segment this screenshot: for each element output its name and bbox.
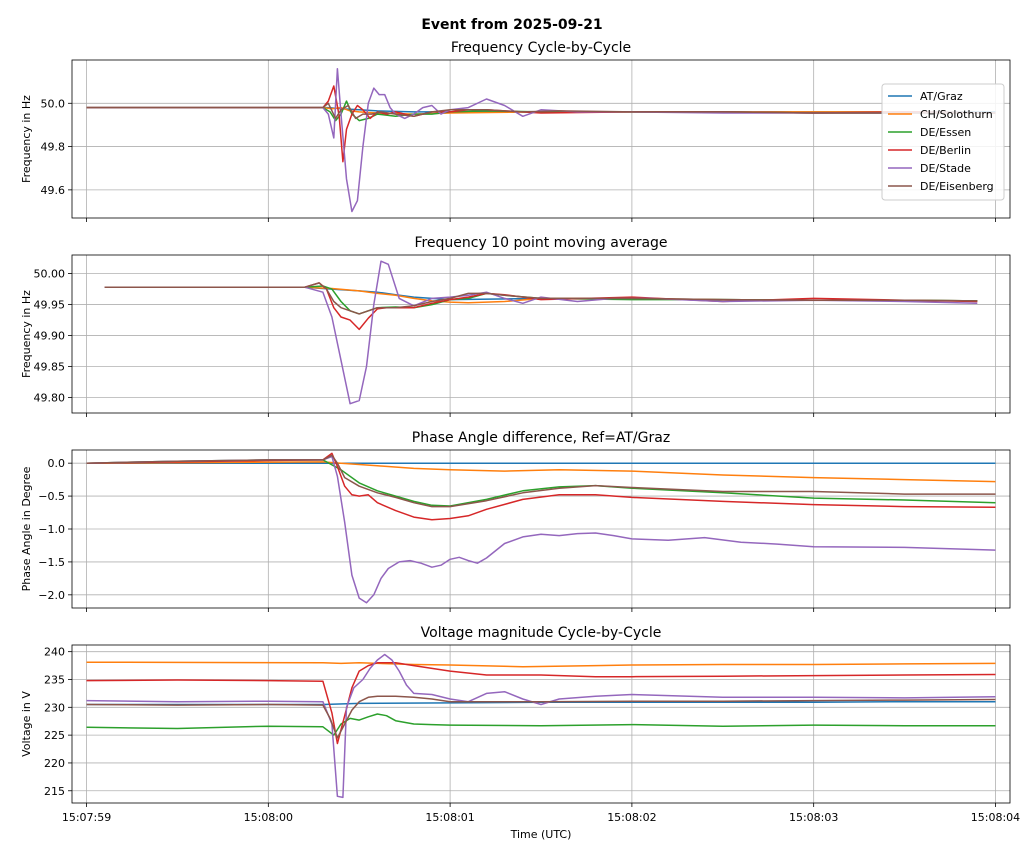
- series-line-de-essen: [86, 459, 996, 507]
- y-tick-label: 230: [44, 701, 65, 714]
- x-tick-label: 15:08:00: [244, 811, 293, 824]
- chart-title: Frequency 10 point moving average: [414, 235, 667, 251]
- legend-entry: AT/Graz: [920, 90, 963, 103]
- y-tick-label: −1.5: [38, 556, 65, 569]
- series-line-de-stade: [86, 455, 996, 604]
- x-axis-label: Time (UTC): [510, 828, 572, 841]
- legend-entry: CH/Solothurn: [920, 108, 993, 121]
- chart-title: Voltage magnitude Cycle-by-Cycle: [421, 625, 662, 641]
- series-line-de-stade: [104, 260, 978, 405]
- y-tick-label: −0.5: [38, 490, 65, 503]
- legend-entry: DE/Essen: [920, 126, 971, 139]
- legend-entry: DE/Eisenberg: [920, 180, 994, 193]
- y-axis-label: Phase Angle in Degree: [20, 466, 33, 591]
- figure-title: Event from 2025-09-21: [421, 17, 602, 33]
- chart-panel-1: 49.6 49.8 50.0 Frequency Cycle-by-Cycle Freq…: [20, 40, 1011, 222]
- y-tick-label: 49.8: [41, 141, 66, 154]
- y-tick-label: 240: [44, 646, 65, 659]
- chart-title: Frequency Cycle-by-Cycle: [451, 40, 631, 56]
- chart-panel-2: 49.80 49.85 49.90 49.95 50.00 Frequency 10 po…: [20, 235, 1011, 417]
- y-tick-label: 50.00: [34, 268, 66, 281]
- chart-title: Phase Angle difference, Ref=AT/Graz: [412, 430, 670, 446]
- y-tick-label: 0.0: [48, 457, 66, 470]
- plot-frame: [71, 59, 1011, 219]
- x-tick-label: 15:08:02: [607, 811, 656, 824]
- plot-frame: [71, 254, 1011, 414]
- y-tick-label: 49.90: [34, 330, 66, 343]
- x-tick-label: 15:08:03: [789, 811, 838, 824]
- y-tick-label: 235: [44, 673, 65, 686]
- y-tick-label: −2.0: [38, 589, 65, 602]
- series-line-de-berlin: [86, 85, 996, 163]
- y-tick-label: 49.85: [34, 361, 66, 374]
- series-line-de-berlin: [104, 282, 978, 331]
- y-tick-label: 49.95: [34, 299, 66, 312]
- y-tick-label: 215: [44, 785, 65, 798]
- chart-panel-3: −2.0 −1.5 −1.0 −0.5 0.0 Phase Angle differenc…: [20, 430, 1011, 612]
- y-tick-label: 49.6: [41, 184, 66, 197]
- series-line-de-eisenberg: [86, 454, 996, 508]
- series-line-de-eisenberg: [86, 695, 996, 739]
- series-line-de-berlin: [86, 452, 996, 521]
- legend: AT/Graz CH/Solothurn DE/Essen DE/Berlin DE/S…: [881, 83, 1005, 201]
- y-tick-label: 220: [44, 757, 65, 770]
- series-line-de-eisenberg: [86, 102, 996, 120]
- series-line-de-stade: [86, 653, 996, 799]
- series-line-ch-solothurn: [86, 661, 996, 668]
- x-tick-label: 15:08:01: [425, 811, 474, 824]
- y-axis-label: Frequency in Hz: [20, 95, 33, 183]
- series-line-at-graz: [86, 700, 996, 706]
- y-tick-label: −1.0: [38, 523, 65, 536]
- y-tick-label: 225: [44, 729, 65, 742]
- legend-box: [881, 83, 1005, 201]
- series-line-de-berlin: [86, 662, 996, 745]
- y-axis-label: Frequency in Hz: [20, 290, 33, 378]
- series-line-ch-solothurn: [86, 461, 996, 483]
- legend-entry: DE/Berlin: [920, 144, 971, 157]
- chart-panel-4: 215 220 225 230 235 240 15:07:59 15:08:00 15:08:…: [20, 625, 1020, 841]
- legend-entry: DE/Stade: [920, 162, 971, 175]
- plot-frame: [71, 644, 1011, 804]
- series-line-de-eisenberg: [104, 282, 978, 315]
- y-tick-label: 50.0: [41, 97, 66, 110]
- x-tick-label: 15:08:04: [971, 811, 1020, 824]
- y-tick-label: 49.80: [34, 392, 66, 405]
- series-line-de-essen: [86, 713, 996, 736]
- y-axis-label: Voltage in V: [20, 691, 33, 757]
- x-tick-label: 15:07:59: [62, 811, 111, 824]
